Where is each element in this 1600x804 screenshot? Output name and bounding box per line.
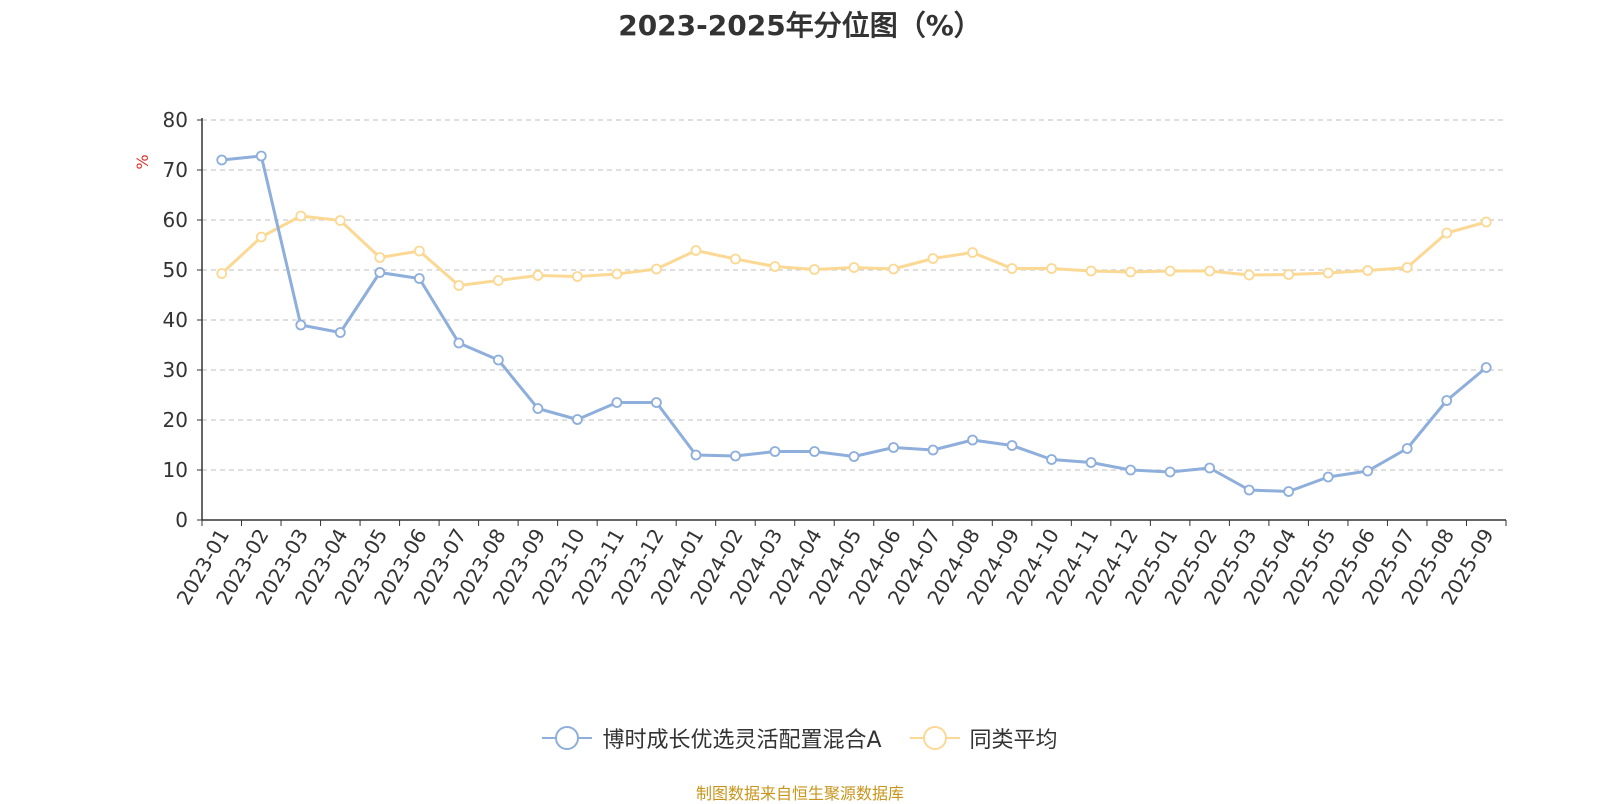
- series-line-1: [220, 214, 1487, 287]
- data-point: [927, 444, 939, 456]
- y-tick-label: 30: [163, 358, 188, 382]
- legend-label-fund: 博时成长优选灵活配置混合A: [602, 728, 882, 753]
- data-point: [532, 270, 544, 281]
- data-point: [690, 245, 702, 256]
- series-line-0: [221, 154, 1488, 493]
- data-point: [730, 450, 741, 462]
- data-point: [255, 150, 267, 162]
- legend-label-average: 同类平均: [969, 728, 1058, 753]
- data-point: [492, 275, 504, 286]
- data-point: [334, 215, 346, 226]
- data-point: [1480, 216, 1492, 228]
- legend-swatch-fund-icon: [542, 726, 593, 750]
- legend-item-fund[interactable]: 博时成长优选灵活配置混合A: [542, 722, 882, 754]
- data-point: [611, 397, 623, 408]
- data-point: [453, 280, 465, 291]
- legend-item-average[interactable]: 同类平均: [909, 722, 1058, 754]
- data-point: [809, 446, 820, 457]
- data-point: [1085, 265, 1097, 277]
- data-point: [1283, 486, 1295, 497]
- data-point: [967, 247, 978, 258]
- data-point: [769, 261, 781, 272]
- y-tick-label: 70: [163, 158, 188, 182]
- data-point: [1322, 471, 1334, 483]
- data-point: [1283, 269, 1295, 280]
- data-point: [1125, 266, 1137, 278]
- data-point: [1441, 395, 1453, 406]
- data-point: [848, 451, 860, 462]
- data-point: [1480, 362, 1492, 373]
- data-point: [571, 414, 583, 425]
- y-axis-label: %: [133, 154, 152, 169]
- data-point: [295, 210, 307, 222]
- data-point: [730, 253, 741, 265]
- data-point: [1164, 265, 1176, 277]
- source-note: 制图数据来自恒生聚源数据库: [695, 784, 904, 803]
- y-tick-label: 80: [163, 108, 188, 132]
- y-tick-label: 0: [175, 508, 188, 532]
- gridlines: [202, 119, 1506, 471]
- data-point: [492, 354, 504, 366]
- data-point: [413, 245, 425, 257]
- legend-swatch-average-icon: [909, 726, 960, 750]
- data-point: [1006, 263, 1018, 274]
- data-point: [1085, 457, 1097, 468]
- data-point: [1243, 484, 1255, 496]
- data-point: [690, 449, 702, 461]
- data-point: [1204, 265, 1216, 277]
- data-point: [334, 327, 346, 338]
- data-point: [1362, 465, 1374, 477]
- data-point: [413, 273, 425, 284]
- data-point: [888, 263, 899, 275]
- data-point: [571, 271, 583, 282]
- data-point: [295, 319, 307, 331]
- data-point: [1362, 265, 1374, 276]
- data-point: [1204, 462, 1216, 474]
- data-point: [1322, 267, 1334, 279]
- data-point: [848, 262, 860, 273]
- data-point: [769, 446, 781, 457]
- data-point: [1441, 227, 1453, 239]
- data-point: [651, 263, 662, 275]
- data-point: [927, 253, 939, 264]
- data-point: [374, 267, 386, 278]
- data-point: [255, 231, 267, 243]
- data-point: [1006, 440, 1018, 451]
- data-point: [1046, 454, 1057, 465]
- series-lines: [216, 150, 1492, 497]
- chart-title: 2023-2025年分位图（%）: [618, 9, 982, 42]
- data-point: [1401, 262, 1413, 273]
- data-point: [1243, 269, 1255, 281]
- data-point: [1401, 443, 1413, 454]
- y-tick-label: 10: [163, 458, 188, 482]
- data-point: [532, 403, 544, 414]
- data-point: [651, 397, 662, 408]
- data-point: [374, 252, 386, 263]
- series-group-1: [216, 210, 1492, 291]
- data-point: [1164, 466, 1176, 478]
- axes: 010203040506070802023-012023-022023-0320…: [163, 108, 1507, 609]
- y-tick-label: 60: [163, 208, 188, 232]
- data-point: [1125, 464, 1137, 476]
- data-point: [1046, 263, 1057, 274]
- series-group-0: [216, 150, 1492, 497]
- data-point: [216, 268, 228, 279]
- data-point: [216, 154, 228, 166]
- legend: 博时成长优选灵活配置混合A 同类平均: [0, 722, 1600, 754]
- data-point: [611, 268, 623, 280]
- data-point: [967, 434, 978, 446]
- y-tick-label: 20: [163, 408, 188, 432]
- y-tick-label: 50: [163, 258, 188, 282]
- data-point: [809, 264, 820, 275]
- y-tick-label: 40: [163, 308, 188, 332]
- data-point: [453, 337, 465, 349]
- data-point: [888, 442, 899, 453]
